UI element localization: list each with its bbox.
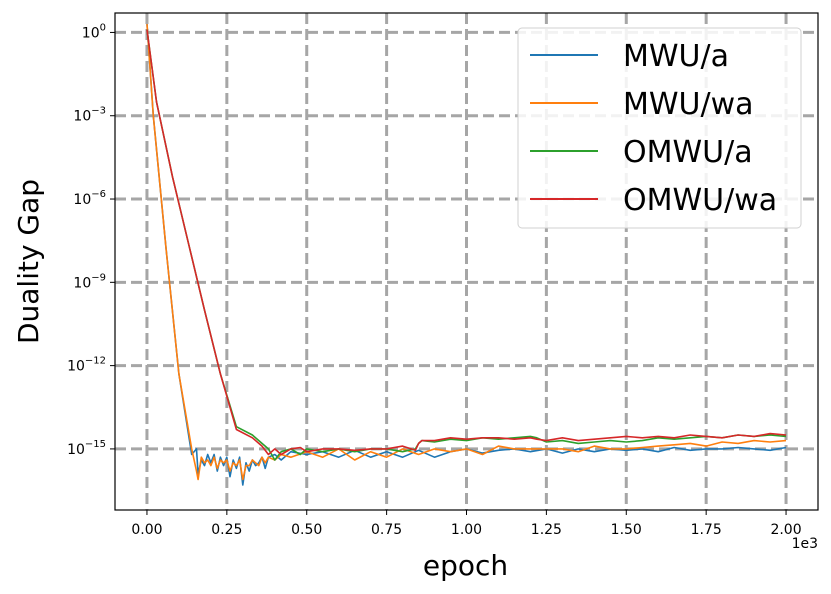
x-tick-label: 1.00 bbox=[451, 522, 482, 538]
y-tick-exponent: −6 bbox=[91, 189, 106, 200]
y-tick-exponent: −15 bbox=[85, 439, 106, 450]
x-tick-label: 2.00 bbox=[770, 522, 801, 538]
y-tick-label: 10−3 bbox=[73, 106, 106, 125]
x-tick-label: 1.25 bbox=[531, 522, 562, 538]
y-tick-exponent: 0 bbox=[100, 22, 106, 33]
x-tick-label: 0.75 bbox=[371, 522, 402, 538]
y-tick-label: 100 bbox=[82, 22, 106, 41]
y-tick-base: 10 bbox=[82, 25, 100, 41]
y-tick-label: 10−6 bbox=[73, 189, 106, 208]
y-tick-label: 10−9 bbox=[73, 272, 106, 291]
y-tick-base: 10 bbox=[67, 359, 85, 375]
series-line-omwu-wa bbox=[146, 29, 787, 456]
legend-label: MWU/wa bbox=[623, 87, 754, 122]
y-tick-base: 10 bbox=[73, 192, 91, 208]
x-tick-label: 1.75 bbox=[691, 522, 722, 538]
legend-box bbox=[517, 27, 802, 229]
x-tick-labels: 0.00 0.25 0.50 0.75 1.00 1.25 1.50 1.75 2.00 bbox=[131, 522, 801, 538]
series-line-mwu-a bbox=[146, 24, 787, 486]
y-tick-base: 10 bbox=[73, 109, 91, 125]
x-tick-label: 0.25 bbox=[211, 522, 242, 538]
y-tick-exponent: −12 bbox=[85, 356, 106, 367]
y-axis-title: Duality Gap bbox=[12, 179, 45, 344]
y-tick-exponent: −3 bbox=[91, 106, 106, 117]
legend-label: OMWU/a bbox=[623, 135, 753, 170]
x-tick-label: 0.00 bbox=[131, 522, 162, 538]
y-tick-base: 10 bbox=[67, 442, 85, 458]
legend-label: MWU/a bbox=[623, 39, 729, 74]
legend-label: OMWU/wa bbox=[623, 183, 777, 218]
y-tick-exponent: −9 bbox=[91, 272, 106, 283]
tick-marks bbox=[110, 31, 787, 515]
series-line-mwu-wa bbox=[146, 24, 787, 481]
x-tick-label: 0.50 bbox=[291, 522, 322, 538]
x-scale-multiplier: 1e3 bbox=[792, 536, 818, 552]
x-axis-title: epoch bbox=[423, 549, 508, 582]
y-tick-label: 10−15 bbox=[67, 439, 106, 458]
series-lines bbox=[146, 24, 787, 486]
y-tick-base: 10 bbox=[73, 275, 91, 291]
x-tick-label: 1.50 bbox=[611, 522, 642, 538]
y-tick-label: 10−12 bbox=[67, 356, 106, 375]
legend: MWU/a MWU/wa OMWU/a OMWU/wa bbox=[517, 27, 802, 229]
